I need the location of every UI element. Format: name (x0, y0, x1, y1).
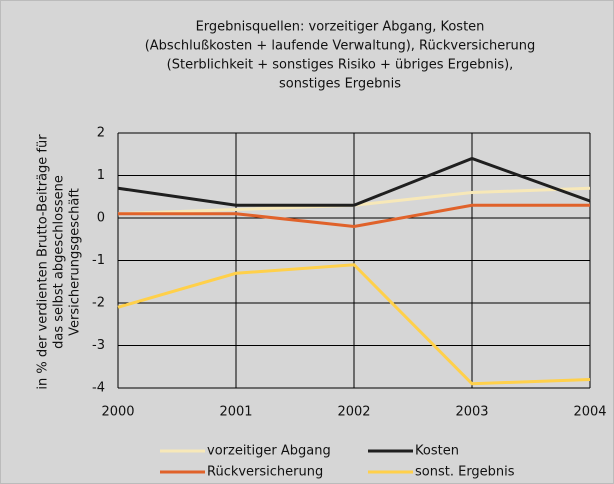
chart-title: (Abschlußkosten + laufende Verwaltung), … (145, 39, 536, 54)
chart-title: sonstiges Ergebnis (279, 77, 401, 92)
x-tick-label: 2004 (573, 405, 606, 420)
x-tick-label: 2002 (337, 405, 370, 420)
legend-label: Rückversicherung (207, 465, 323, 480)
y-tick-label: 2 (97, 126, 105, 141)
line-series (118, 203, 590, 229)
y-tick-label: -4 (92, 381, 105, 396)
y-tick-label: 1 (97, 168, 105, 183)
legend-label: vorzeitiger Abgang (207, 444, 331, 459)
x-tick-label: 2000 (101, 405, 134, 420)
legend-label: sonst. Ergebnis (415, 465, 515, 480)
y-axis-label: in % der verdienten Brutto-Beiträge für (36, 134, 51, 390)
line-series (117, 263, 591, 386)
line-series (117, 156, 591, 207)
y-tick-label: -1 (92, 253, 105, 268)
y-tick-label: -3 (92, 338, 105, 353)
y-axis-label: das selbst abgeschlossene (52, 175, 67, 349)
y-tick-label: -2 (92, 296, 105, 311)
y-axis-label: Versicherungsgeschäft (68, 188, 83, 336)
x-tick-label: 2003 (455, 405, 488, 420)
x-tick-label: 2001 (219, 405, 252, 420)
legend-label: Kosten (415, 444, 459, 459)
chart-title: (Sterblichkeit + sonstiges Risiko + übri… (167, 58, 514, 73)
y-tick-label: 0 (97, 211, 105, 226)
chart-title: Ergebnisquellen: vorzeitiger Abgang, Kos… (196, 20, 485, 35)
